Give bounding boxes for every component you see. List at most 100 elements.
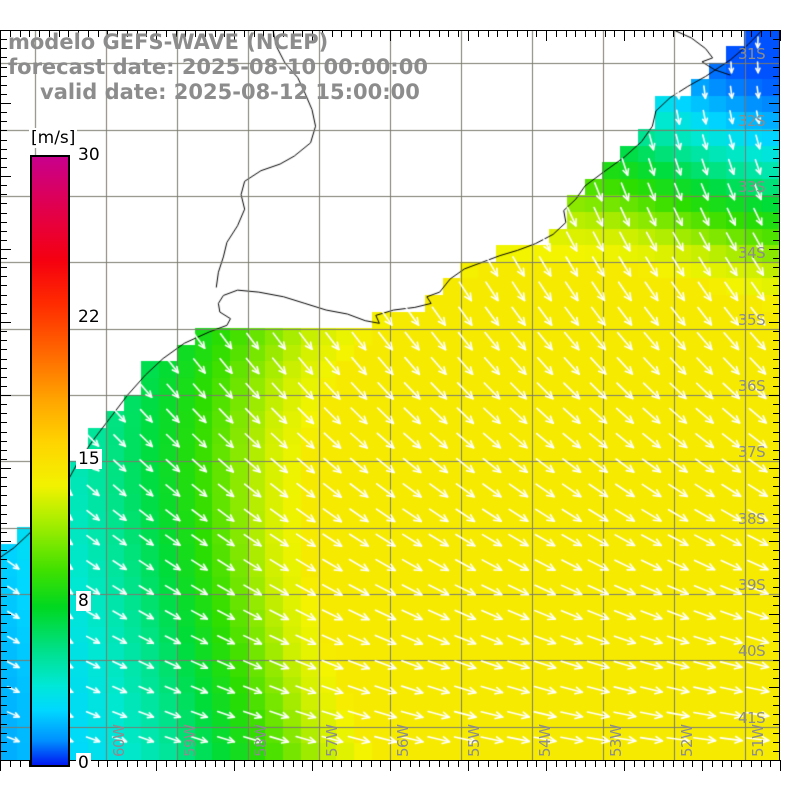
- axis-tick: [780, 760, 781, 771]
- axis-tick: [773, 678, 780, 679]
- axis-tick: [0, 733, 7, 734]
- axis-tick: [137, 30, 138, 37]
- axis-tick: [205, 30, 206, 37]
- axis-tick: [497, 30, 498, 37]
- axis-tick: [0, 669, 7, 670]
- map-plot-area[interactable]: [0, 30, 780, 760]
- axis-tick: [361, 30, 362, 37]
- axis-tick: [254, 30, 255, 37]
- axis-tick: [0, 760, 11, 761]
- axis-tick: [59, 30, 60, 37]
- axis-tick: [351, 760, 352, 767]
- axis-tick: [263, 760, 264, 767]
- axis-tick: [302, 760, 303, 767]
- axis-tick: [624, 30, 625, 41]
- axis-tick: [773, 587, 780, 588]
- axis-tick: [10, 760, 11, 767]
- axis-tick: [448, 30, 449, 37]
- axis-tick: [0, 559, 7, 560]
- axis-tick: [0, 450, 7, 451]
- axis-tick: [773, 349, 780, 350]
- axis-tick: [439, 760, 440, 767]
- axis-tick: [0, 213, 7, 214]
- axis-tick: [546, 760, 547, 771]
- axis-tick: [692, 30, 693, 37]
- axis-tick: [293, 760, 294, 767]
- axis-tick: [773, 276, 780, 277]
- axis-tick: [653, 760, 654, 767]
- axis-tick: [769, 687, 780, 688]
- axis-tick: [751, 30, 752, 37]
- wind-direction-arrows: [0, 30, 780, 760]
- axis-tick: [773, 486, 780, 487]
- axis-tick: [773, 340, 780, 341]
- axis-tick: [575, 760, 576, 767]
- axis-tick: [341, 30, 342, 37]
- axis-tick: [137, 760, 138, 767]
- axis-tick: [448, 760, 449, 767]
- axis-tick: [761, 30, 762, 37]
- axis-tick: [0, 30, 11, 31]
- axis-tick: [351, 30, 352, 37]
- axis-tick: [556, 30, 557, 37]
- axis-tick: [517, 30, 518, 37]
- axis-tick: [0, 304, 7, 305]
- axis-tick: [0, 468, 11, 469]
- axis-tick: [773, 641, 780, 642]
- axis-tick: [380, 30, 381, 37]
- axis-tick: [507, 30, 508, 37]
- axis-tick: [166, 30, 167, 37]
- axis-tick: [773, 724, 780, 725]
- axis-tick: [773, 422, 780, 423]
- axis-tick: [0, 568, 7, 569]
- axis-tick: [283, 30, 284, 37]
- axis-tick: [773, 48, 780, 49]
- axis-tick: [0, 48, 7, 49]
- axis-tick: [0, 57, 7, 58]
- tick-marks-right: [768, 30, 780, 761]
- axis-tick: [419, 760, 420, 767]
- axis-tick: [0, 176, 11, 177]
- axis-tick: [244, 30, 245, 37]
- axis-tick: [312, 30, 313, 41]
- colorbar-tick-label: 15: [76, 449, 102, 469]
- latitude-label: 38S: [738, 509, 766, 528]
- axis-tick: [176, 760, 177, 767]
- axis-tick: [0, 368, 7, 369]
- axis-tick: [0, 422, 7, 423]
- axis-tick: [439, 30, 440, 37]
- axis-tick: [29, 760, 30, 767]
- axis-tick: [773, 149, 780, 150]
- axis-tick: [773, 368, 780, 369]
- longitude-label: 51W: [748, 724, 767, 757]
- axis-tick: [0, 614, 11, 615]
- axis-tick: [0, 623, 7, 624]
- axis-tick: [0, 94, 7, 95]
- axis-tick: [614, 30, 615, 37]
- axis-tick: [0, 103, 11, 104]
- latitude-label: 31S: [738, 45, 766, 64]
- axis-tick: [527, 760, 528, 767]
- axis-tick: [98, 30, 99, 37]
- axis-tick: [0, 441, 7, 442]
- axis-tick: [507, 760, 508, 767]
- axis-tick: [773, 222, 780, 223]
- axis-tick: [244, 760, 245, 767]
- axis-tick: [773, 94, 780, 95]
- axis-tick: [10, 30, 11, 37]
- axis-tick: [769, 614, 780, 615]
- axis-tick: [773, 669, 780, 670]
- axis-tick: [0, 514, 7, 515]
- axis-tick: [773, 76, 780, 77]
- axis-tick: [770, 30, 771, 37]
- axis-tick: [0, 76, 7, 77]
- axis-tick: [0, 532, 7, 533]
- axis-tick: [0, 158, 7, 159]
- axis-tick: [68, 30, 69, 37]
- tick-marks-bottom: [0, 760, 781, 772]
- axis-tick: [273, 760, 274, 767]
- axis-tick: [127, 760, 128, 767]
- axis-tick: [322, 30, 323, 37]
- latitude-label: 41S: [738, 708, 766, 727]
- axis-tick: [156, 30, 157, 41]
